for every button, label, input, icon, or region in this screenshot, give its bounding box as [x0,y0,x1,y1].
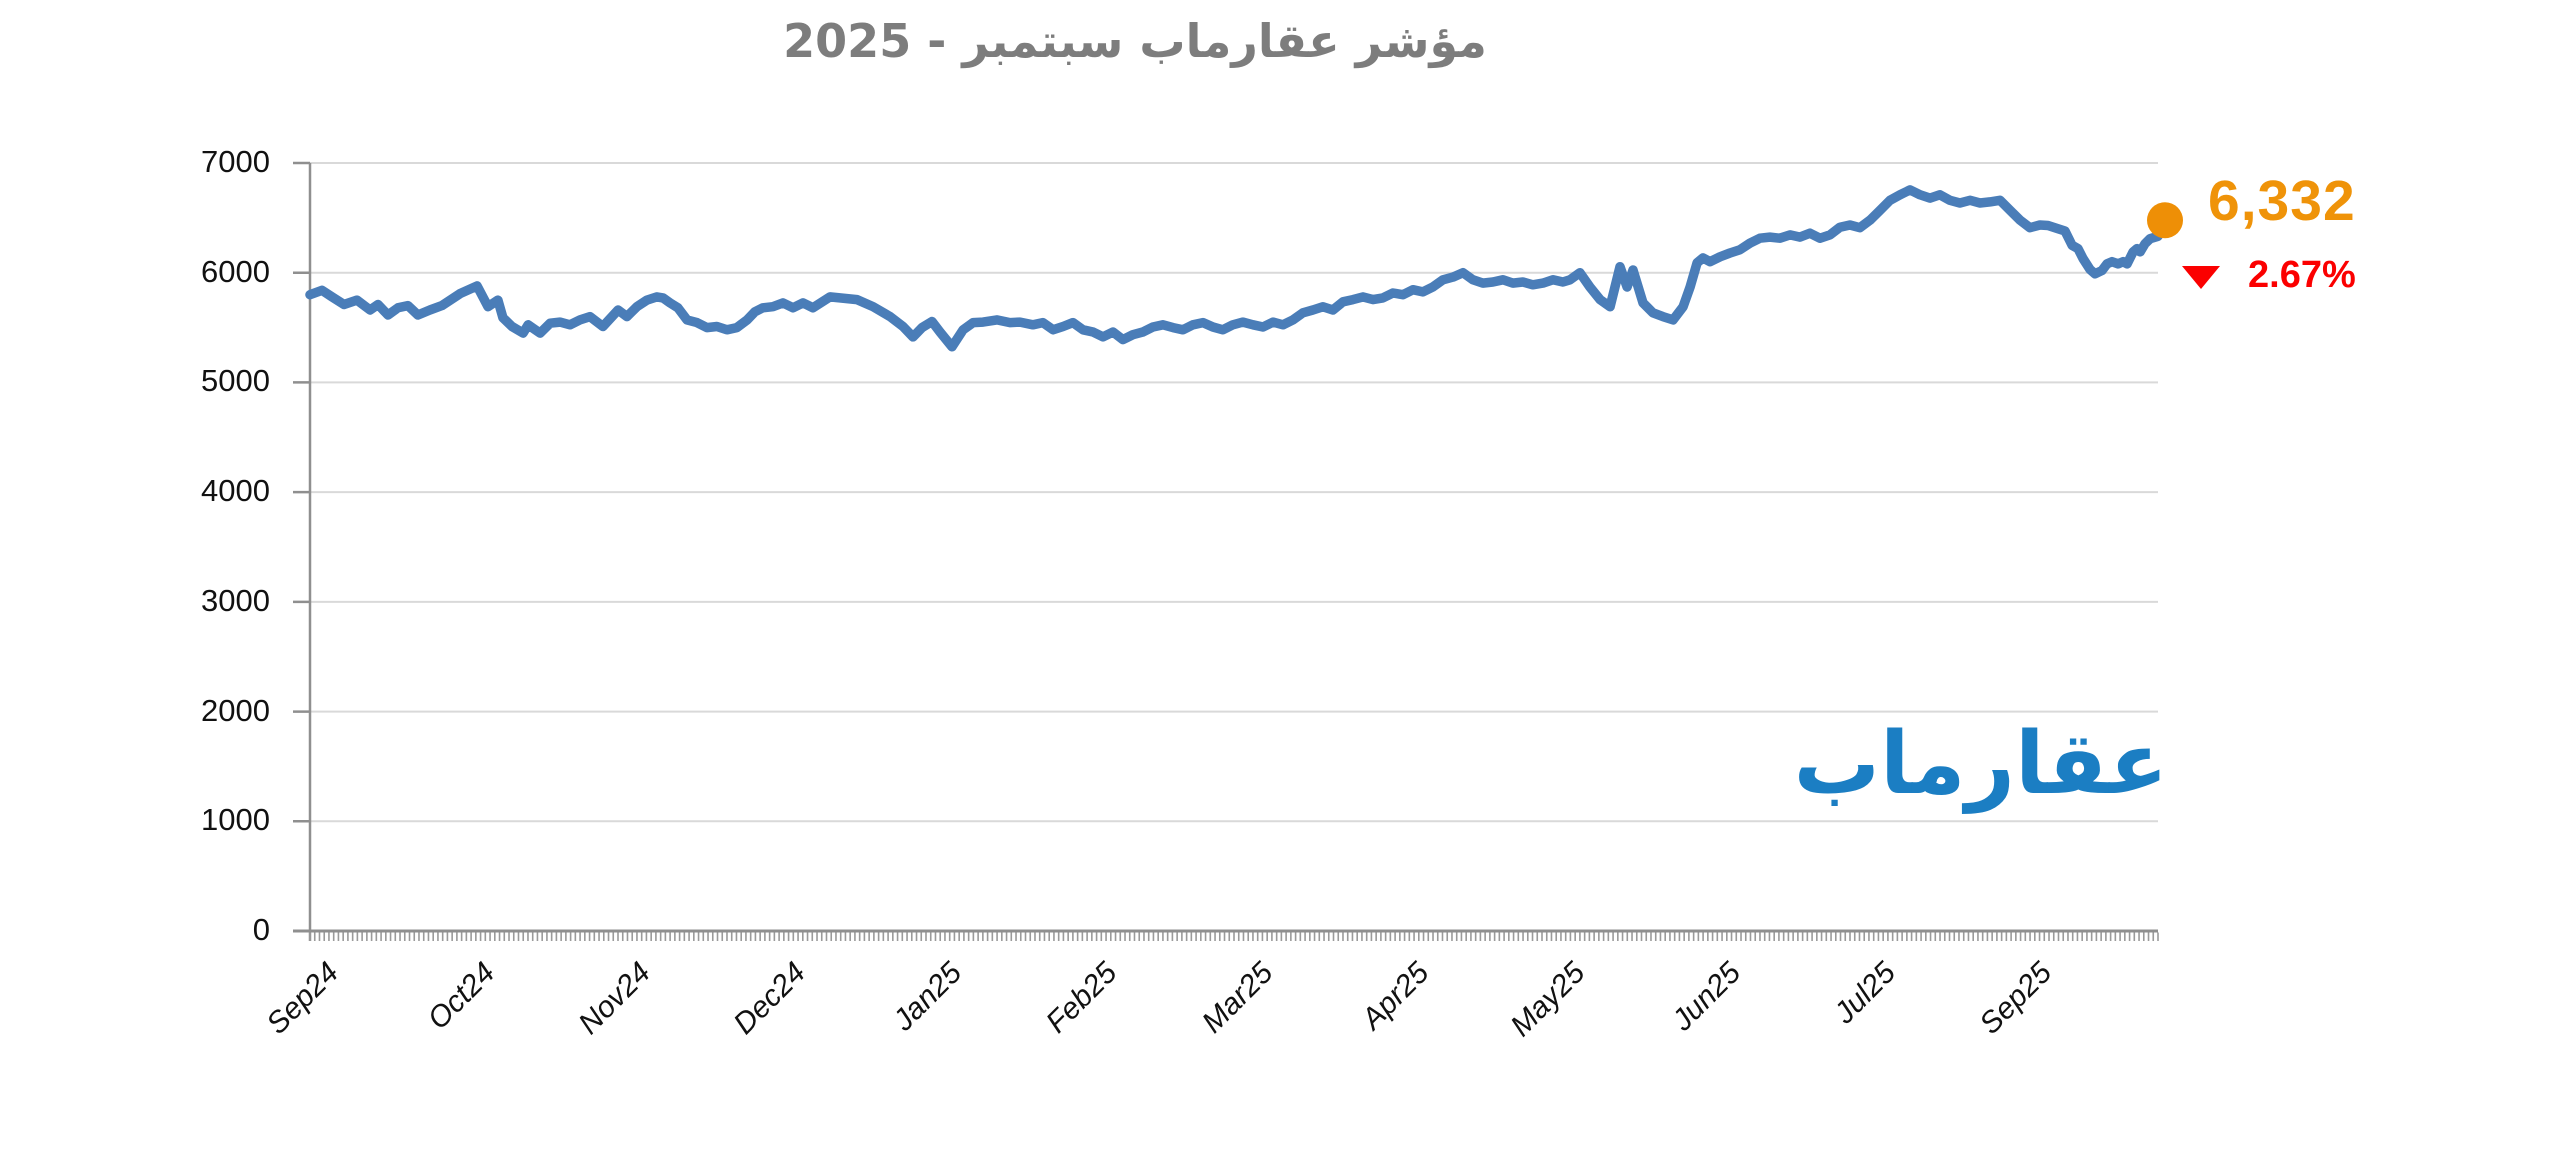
last-point-marker [2147,202,2183,239]
down-triangle-icon [2182,266,2220,289]
y-tick-label: 0 [252,912,270,947]
x-axis-minor-ticks [309,932,2159,941]
index-line-series [305,185,2163,352]
y-tick-label: 5000 [201,363,270,399]
y-tick-label: 1000 [201,802,270,838]
latest-change-label: 2.67% [2248,254,2356,296]
y-tick-label: 3000 [201,582,270,618]
chart-title: مؤشر عقارماب سبتمبر - 2025 [783,14,1487,68]
latest-change-row: 2.67% [2182,254,2356,297]
aqarmap-logo-watermark: عقارماب [1793,714,2168,814]
latest-value-label: 6,332 [2208,169,2356,233]
y-tick-label: 2000 [201,692,270,728]
y-tick-label: 4000 [201,473,270,509]
y-tick-label: 6000 [201,253,270,289]
y-tick-label: 7000 [201,144,270,179]
